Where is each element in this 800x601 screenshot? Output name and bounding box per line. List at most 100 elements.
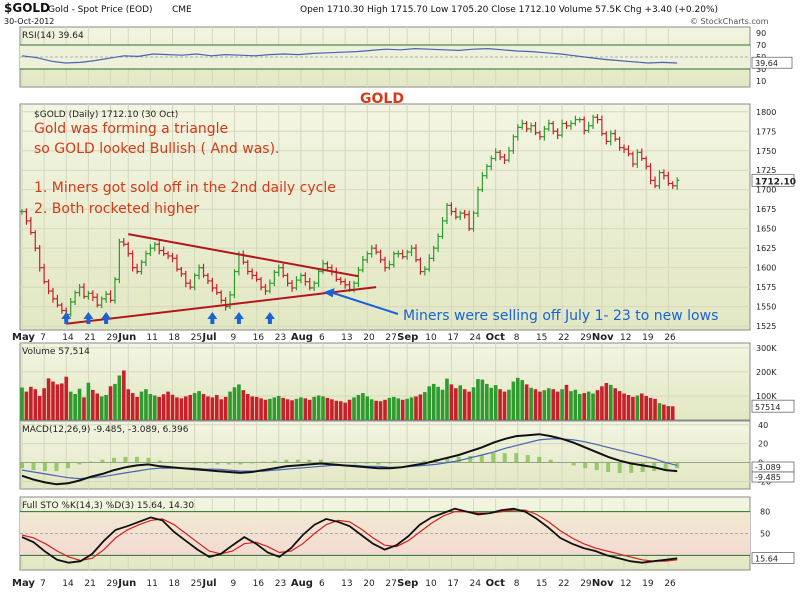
volume-bar bbox=[644, 395, 648, 420]
volume-bar bbox=[161, 394, 166, 420]
volume-bar bbox=[170, 394, 175, 420]
volume-bar bbox=[480, 379, 485, 420]
macd-histogram-bar bbox=[249, 462, 254, 464]
top-x-label: 14 bbox=[62, 333, 74, 343]
sto-k-line bbox=[21, 507, 678, 564]
volume-bar bbox=[219, 399, 224, 420]
volume-bar bbox=[303, 398, 308, 420]
price-current-value: 1712.10 bbox=[755, 177, 796, 187]
top-x-label: Jun bbox=[117, 332, 136, 343]
volume-bar bbox=[214, 394, 219, 420]
price-tick-label: 1525 bbox=[756, 322, 776, 331]
macd-histogram-bar bbox=[238, 462, 243, 465]
volume-label: Volume 57,514 bbox=[22, 347, 90, 357]
volume-bar bbox=[666, 406, 671, 420]
volume-bar bbox=[276, 395, 281, 420]
volume-bar bbox=[290, 400, 294, 420]
macd-histogram-bar bbox=[353, 462, 358, 464]
rsi-tick-label: 70 bbox=[756, 41, 766, 50]
volume-bar bbox=[316, 395, 321, 420]
top-x-label: 15 bbox=[536, 333, 547, 343]
bottom-x-label: Jun bbox=[117, 578, 136, 589]
bottom-x-label: 13 bbox=[341, 579, 352, 589]
top-x-label: 22 bbox=[558, 333, 569, 343]
volume-bar bbox=[166, 391, 170, 420]
top-x-label: Sep bbox=[397, 332, 418, 343]
macd-histogram-bar bbox=[663, 462, 668, 471]
top-x-label: Jul bbox=[201, 332, 216, 343]
macd-line bbox=[21, 433, 678, 486]
bottom-x-label: 12 bbox=[620, 579, 631, 589]
bottom-x-label: Sep bbox=[397, 578, 418, 589]
volume-bar bbox=[524, 384, 529, 420]
volume-bar bbox=[237, 384, 241, 420]
volume-bar bbox=[511, 381, 516, 420]
bottom-x-label: 20 bbox=[363, 579, 375, 589]
volume-bar bbox=[268, 398, 272, 420]
top-x-label: 9 bbox=[230, 333, 236, 343]
top-x-label: 29 bbox=[107, 333, 119, 343]
volume-bar bbox=[387, 397, 392, 420]
volume-bar bbox=[467, 391, 471, 420]
macd-histogram-bar bbox=[203, 462, 208, 464]
volume-bar bbox=[485, 383, 489, 420]
volume-bar bbox=[192, 393, 197, 420]
macd-panel bbox=[19, 420, 751, 490]
macd-label: MACD(12,26,9) -9.485, -3.089, 6.396 bbox=[22, 425, 189, 435]
volume-bar bbox=[135, 396, 139, 420]
bottom-x-label: 22 bbox=[558, 579, 569, 589]
volume-bar bbox=[347, 399, 352, 420]
top-x-label: 19 bbox=[642, 333, 654, 343]
volume-bar bbox=[356, 394, 361, 420]
volume-bar bbox=[471, 387, 476, 420]
bottom-x-label: 7 bbox=[40, 579, 46, 589]
macd-histogram-bar bbox=[261, 461, 266, 463]
volume-bar bbox=[263, 399, 268, 420]
top-x-label: 26 bbox=[664, 333, 676, 343]
sto-label: Full STO %K(14,3) %D(3) 15.64, 14.30 bbox=[22, 501, 194, 511]
top-x-label: 24 bbox=[470, 333, 482, 343]
volume-bar bbox=[64, 376, 69, 420]
rsi-line bbox=[21, 47, 678, 64]
volume-bar bbox=[307, 399, 312, 420]
lower-trendline bbox=[66, 286, 377, 325]
blue-annotation: Miners were selling off July 1- 23 to ne… bbox=[403, 308, 718, 324]
volume-bar bbox=[591, 393, 595, 420]
macd-histogram-bar bbox=[65, 462, 70, 469]
volume-bar bbox=[361, 393, 365, 420]
volume-bar bbox=[343, 402, 347, 420]
price-tick-label: 1575 bbox=[756, 283, 776, 292]
volume-bar bbox=[396, 398, 401, 420]
volume-bar bbox=[228, 391, 232, 420]
volume-bar bbox=[502, 391, 507, 420]
rsi-tick-label: 10 bbox=[756, 77, 766, 86]
volume-current-box bbox=[751, 399, 795, 413]
price-tick-label: 1600 bbox=[756, 264, 776, 273]
volume-bar bbox=[139, 391, 144, 420]
macd-histogram-bar bbox=[445, 457, 450, 463]
volume-bar bbox=[259, 398, 263, 420]
bottom-x-label: 21 bbox=[84, 579, 95, 589]
volume-bar bbox=[520, 380, 525, 420]
bottom-x-label: Oct bbox=[486, 578, 505, 589]
volume-bar bbox=[489, 387, 494, 420]
macd-histogram-bar bbox=[307, 459, 312, 463]
top-x-label: 13 bbox=[341, 333, 352, 343]
volume-bar bbox=[440, 389, 445, 420]
volume-bar bbox=[122, 370, 126, 420]
macd-histogram-bar bbox=[100, 459, 105, 463]
volume-bar bbox=[542, 390, 547, 420]
sto-tick-label: 80 bbox=[760, 508, 770, 517]
volume-bar bbox=[68, 391, 73, 420]
volume-bar bbox=[418, 394, 423, 420]
bottom-x-label: 29 bbox=[580, 579, 592, 589]
macd-histogram-bar bbox=[502, 453, 507, 463]
macd-histogram-bar bbox=[387, 462, 392, 464]
macd-histogram-bar bbox=[468, 455, 473, 463]
bottom-x-label: 27 bbox=[385, 579, 396, 589]
rsi-current-value: 39.64 bbox=[755, 59, 778, 68]
macd-histogram-bar bbox=[215, 462, 220, 465]
volume-bar bbox=[622, 393, 626, 420]
macd-histogram-bar bbox=[479, 455, 484, 463]
